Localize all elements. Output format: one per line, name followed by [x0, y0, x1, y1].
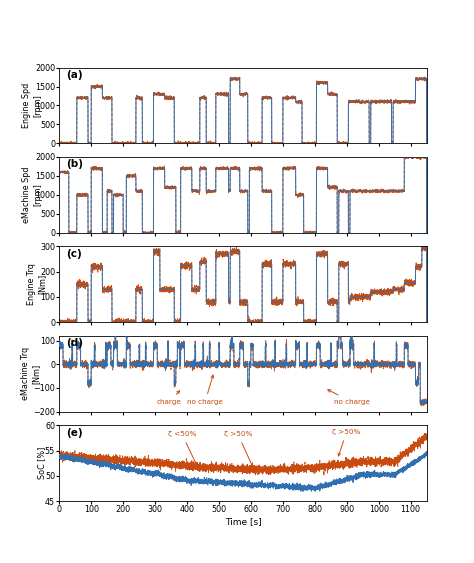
Text: ζ >50%: ζ >50%	[224, 431, 254, 470]
Text: no charge: no charge	[328, 390, 370, 405]
Text: (b): (b)	[66, 159, 83, 169]
Text: (d): (d)	[66, 338, 83, 348]
Text: no charge: no charge	[187, 375, 223, 405]
X-axis label: Time [s]: Time [s]	[225, 517, 261, 526]
Y-axis label: eMachine Trq
[Nm]: eMachine Trq [Nm]	[21, 347, 40, 400]
Text: (a): (a)	[66, 70, 83, 80]
Text: (c): (c)	[66, 249, 82, 258]
Text: (e): (e)	[66, 427, 83, 437]
Text: ζ <50%: ζ <50%	[168, 431, 200, 471]
Y-axis label: SoC [%]: SoC [%]	[37, 447, 46, 479]
Y-axis label: Engine Trq
[Nm]: Engine Trq [Nm]	[27, 263, 47, 305]
Text: charge: charge	[157, 391, 182, 405]
Y-axis label: Engine Spd
[rpm]: Engine Spd [rpm]	[22, 83, 42, 128]
Text: ζ >50%: ζ >50%	[332, 430, 361, 456]
Y-axis label: eMachine Spd
[rpm]: eMachine Spd [rpm]	[22, 167, 42, 223]
